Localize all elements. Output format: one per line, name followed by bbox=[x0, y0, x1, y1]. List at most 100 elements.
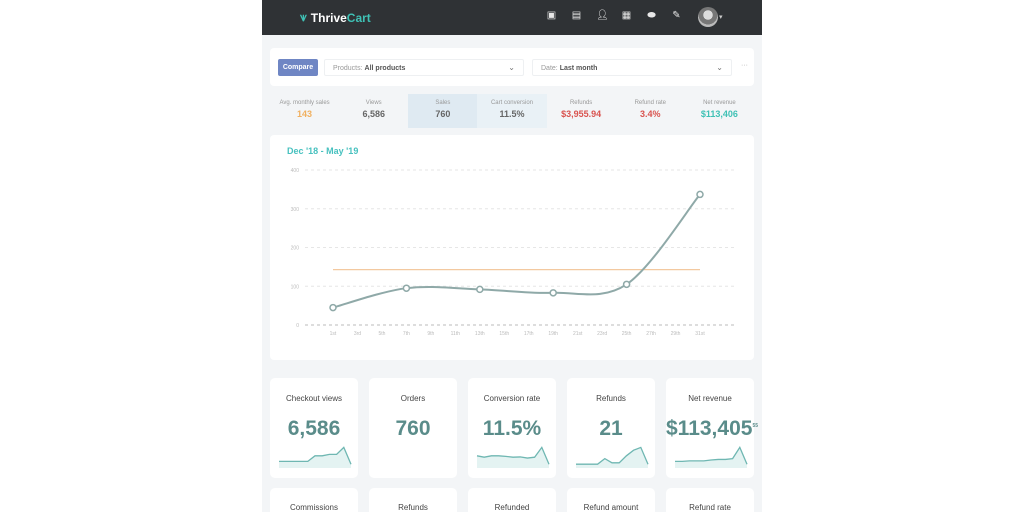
sparkline-line bbox=[279, 446, 352, 465]
x-tick-label: 19th bbox=[548, 331, 558, 337]
chart-title: Dec '18 - May '19 bbox=[287, 146, 359, 156]
stat-label: Refunds bbox=[569, 100, 593, 106]
card-title: Refund rate bbox=[689, 503, 731, 512]
stat-label: Net revenue bbox=[703, 100, 736, 106]
stat-refunds[interactable]: Refunds $3,955.94 bbox=[547, 94, 616, 128]
stat-value: $3,955.94 bbox=[561, 109, 602, 119]
card-value: $113,40555 bbox=[666, 417, 758, 440]
metric-card[interactable]: Refunds bbox=[369, 488, 457, 512]
sparkline-line bbox=[476, 446, 550, 465]
stat-value: 143 bbox=[297, 109, 313, 119]
data-point[interactable] bbox=[329, 303, 337, 312]
stat-label: Avg. monthly sales bbox=[279, 100, 330, 106]
card-title: Conversion rate bbox=[483, 394, 541, 403]
line-chart: 0 100 200 300 400 1st 3rd 5th 7th 9th 11th 13th 15th… bbox=[291, 168, 735, 337]
more-options-button[interactable]: ··· bbox=[741, 62, 748, 69]
x-tick-label: 23rd bbox=[597, 331, 607, 337]
x-tick-label: 1st bbox=[330, 331, 337, 337]
stat-value: 3.4% bbox=[640, 109, 661, 119]
metric-card[interactable]: Refund amount bbox=[567, 488, 655, 512]
x-tick-label: 3rd bbox=[354, 331, 361, 337]
card-value: 11.5% bbox=[482, 417, 542, 440]
card-title: Refunds bbox=[398, 503, 428, 512]
card-title: Checkout views bbox=[285, 394, 343, 403]
y-tick-label: 200 bbox=[291, 246, 300, 252]
x-tick-label: 31st bbox=[695, 331, 705, 337]
stat-label: Views bbox=[365, 100, 382, 106]
x-tick-label: 13th bbox=[475, 331, 485, 337]
data-point[interactable] bbox=[696, 190, 704, 199]
sparkline bbox=[476, 446, 550, 468]
handshake-icon[interactable]: ⬬ bbox=[647, 10, 656, 21]
x-tick-label: 25th bbox=[622, 331, 632, 337]
data-point[interactable] bbox=[622, 280, 631, 289]
chevron-down-icon[interactable]: ▾ bbox=[719, 14, 723, 21]
products-select[interactable]: Products: All products ⌄ bbox=[324, 59, 524, 76]
stat-avg-monthly-sales[interactable]: Avg. monthly sales 143 bbox=[270, 94, 339, 128]
stat-label: Refund rate bbox=[634, 100, 666, 106]
metric-cards: Checkout views 6,586 Orders 760 Conversion r… bbox=[270, 378, 758, 478]
sparkline-line bbox=[576, 446, 649, 465]
compare-button[interactable]: Compare bbox=[278, 59, 318, 76]
card-title: Orders bbox=[400, 394, 426, 403]
stats-row: Avg. monthly sales 143 Views 6,586 Sales 760 C… bbox=[270, 94, 754, 128]
x-tick-label: 27th bbox=[646, 331, 656, 337]
calendar-icon[interactable]: ▦ bbox=[621, 10, 632, 21]
metric-card[interactable]: Refunded bbox=[468, 488, 556, 512]
sparkline-area bbox=[675, 447, 747, 468]
stat-sales[interactable]: Sales 760 bbox=[408, 94, 478, 128]
date-select[interactable]: Date: Last month ⌄ bbox=[532, 59, 732, 76]
sparkline bbox=[576, 446, 649, 468]
y-tick-label: 0 bbox=[296, 323, 299, 329]
sparkline bbox=[279, 446, 352, 468]
metric-card[interactable]: Orders 760 bbox=[369, 378, 457, 478]
x-tick-label: 29th bbox=[671, 331, 681, 337]
metric-card[interactable]: Net revenue $113,40555 bbox=[666, 378, 758, 478]
sparkline-line bbox=[675, 446, 748, 465]
card-value: 760 bbox=[395, 417, 431, 440]
metric-card[interactable]: Refunds 21 bbox=[567, 378, 655, 478]
table-icon[interactable]: ▤ bbox=[571, 10, 582, 21]
avatar[interactable] bbox=[698, 7, 718, 27]
dashboard-icon[interactable]: ▣ bbox=[546, 10, 557, 21]
user-icon[interactable]: 👤︎ bbox=[596, 10, 609, 21]
data-point[interactable] bbox=[402, 284, 411, 292]
stat-refund-rate[interactable]: Refund rate 3.4% bbox=[616, 94, 685, 128]
y-tick-label: 300 bbox=[291, 207, 300, 213]
app: ⩛ Thrive Cart ▣ ▤ 👤︎ ▦ ⬬ ✎ ▾ Compare Produ… bbox=[262, 0, 762, 512]
card-value-cents: 55 bbox=[752, 423, 758, 429]
stat-cart-conversion[interactable]: Cart conversion 11.5% bbox=[477, 94, 547, 128]
metric-card[interactable]: Refund rate bbox=[666, 488, 754, 512]
sparkline bbox=[675, 446, 748, 468]
chevron-down-icon: ⌄ bbox=[508, 63, 515, 72]
metric-card[interactable]: Checkout views 6,586 bbox=[270, 378, 358, 478]
x-tick-label: 21st bbox=[573, 331, 583, 337]
x-tick-label: 11th bbox=[451, 331, 461, 337]
card-title: Net revenue bbox=[688, 394, 732, 403]
metric-card[interactable]: Conversion rate 11.5% bbox=[468, 378, 556, 478]
card-title: Refunded bbox=[494, 503, 530, 512]
sparkline-area bbox=[279, 447, 351, 468]
card-title: Refunds bbox=[596, 394, 626, 403]
data-point[interactable] bbox=[549, 289, 557, 297]
chevron-down-icon: ⌄ bbox=[716, 63, 723, 72]
card-title: Commissions bbox=[289, 503, 338, 512]
stat-label: Cart conversion bbox=[490, 100, 533, 106]
stat-views[interactable]: Views 6,586 bbox=[339, 94, 408, 128]
metric-card[interactable]: Commissions bbox=[270, 488, 358, 512]
filter-bar: Compare Products: All products ⌄ Date: La… bbox=[270, 48, 754, 86]
logo[interactable]: ⩛ Thrive Cart bbox=[300, 10, 371, 25]
document-edit-icon[interactable]: ✎ bbox=[672, 10, 681, 21]
x-tick-label: 17th bbox=[524, 331, 534, 337]
card-title: Refund amount bbox=[583, 503, 639, 512]
stat-value: 760 bbox=[435, 109, 451, 119]
chart-card: Dec '18 - May '19 0 100 200 300 400 1st 3rd 5th… bbox=[270, 135, 754, 360]
data-point[interactable] bbox=[476, 285, 484, 294]
x-tick-label: 15th bbox=[499, 331, 509, 337]
sparkline-area bbox=[576, 447, 648, 468]
card-value: 6,586 bbox=[287, 417, 341, 440]
stat-value: 11.5% bbox=[499, 109, 525, 119]
top-bar: ⩛ Thrive Cart ▣ ▤ 👤︎ ▦ ⬬ ✎ ▾ bbox=[262, 0, 762, 35]
stat-net-revenue[interactable]: Net revenue $113,406 bbox=[685, 94, 754, 128]
series-line bbox=[332, 193, 701, 309]
